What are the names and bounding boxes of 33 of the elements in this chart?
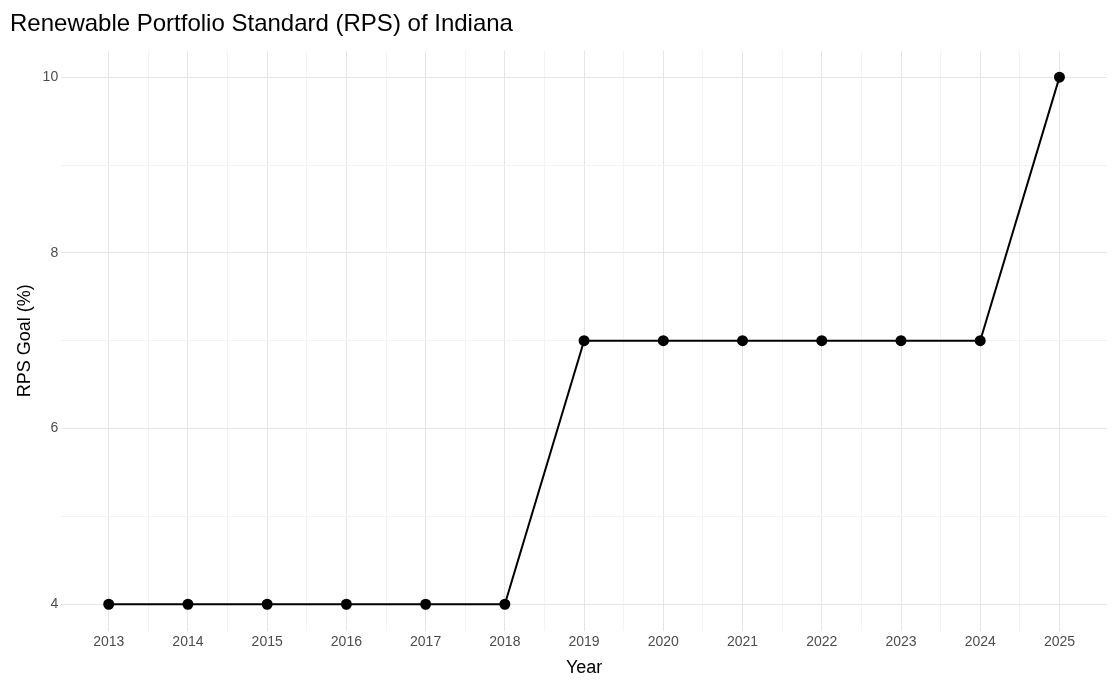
point [737,335,749,347]
point [182,598,194,610]
x-tick-label: 2025 [1043,632,1076,649]
y-tick-label: 4 [50,595,59,612]
x-tick-label: 2022 [806,632,838,649]
point [261,598,273,610]
x-tick-label: 2021 [726,632,759,649]
x-tick-label: 2017 [410,632,442,649]
point [895,335,907,347]
point [340,598,352,610]
point [103,598,115,610]
point [578,335,590,347]
x-tick-label: 2015 [251,632,283,649]
x-tick-label: 2018 [489,632,521,649]
point [816,335,828,347]
point [1053,71,1065,83]
y-tick-label: 6 [50,419,59,436]
y-tick-label: 10 [42,68,59,85]
x-tick-label: 2019 [568,632,600,649]
point [499,598,511,610]
chart-title: Renewable Portfolio Standard (RPS) of Indiana [10,9,514,37]
point [657,335,669,347]
x-tick-label: 2024 [964,632,997,649]
x-tick-label: 2014 [172,632,204,649]
y-axis-title: RPS Goal (%) [13,284,34,398]
x-tick-label: 2016 [330,632,363,649]
x-tick-label: 2023 [885,632,917,649]
x-axis-title: Year [565,657,603,678]
x-tick-label: 2013 [93,632,125,649]
point [420,598,432,610]
x-tick-label: 2020 [647,632,680,649]
y-tick-label: 8 [50,243,59,260]
point [974,335,986,347]
